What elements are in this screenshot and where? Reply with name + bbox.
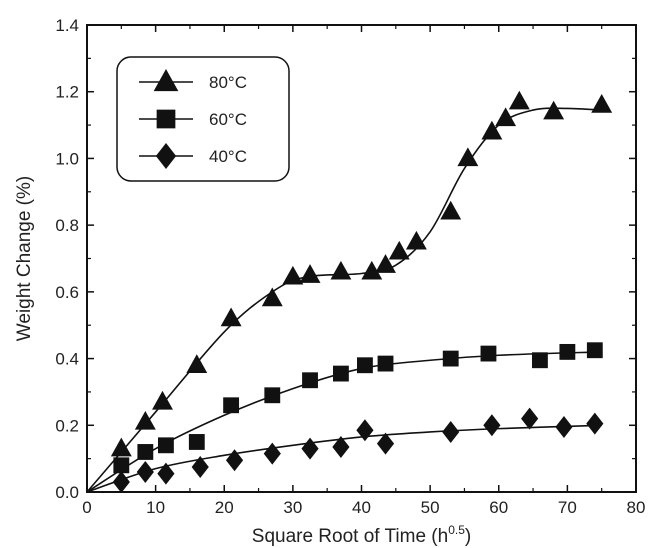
data-point-square <box>377 355 394 372</box>
data-point-triangle <box>282 265 304 285</box>
data-point-diamond <box>483 414 501 437</box>
x-axis-title-text: Square Root of Time (h <box>252 526 448 547</box>
data-point-diamond <box>157 462 175 485</box>
y-tick-label: 0.8 <box>55 216 79 235</box>
x-axis-title-superscript: 0.5 <box>448 523 465 537</box>
data-point-square <box>188 434 205 450</box>
data-point-square <box>137 444 154 460</box>
data-point-square <box>223 397 240 414</box>
data-point-square <box>480 345 497 362</box>
data-point-square <box>302 372 318 389</box>
x-axis-title-end: ) <box>465 526 471 547</box>
y-tick-label: 0.4 <box>55 350 79 369</box>
data-point-triangle <box>405 230 427 250</box>
legend: 80°C 60°C 40°C <box>116 56 290 182</box>
data-point-square <box>559 343 576 360</box>
data-point-diamond <box>376 432 395 455</box>
x-tick-label: 60 <box>489 498 508 517</box>
legend-marker-diamond <box>155 143 177 169</box>
data-point-triangle <box>299 264 321 283</box>
y-tick-label: 0.6 <box>55 283 79 302</box>
legend-marker-square <box>156 109 176 129</box>
data-point-diamond <box>442 420 460 443</box>
data-point-triangle <box>440 200 462 220</box>
x-tick-label: 20 <box>215 498 234 517</box>
data-point-square <box>357 357 373 374</box>
data-point-triangle <box>591 94 613 113</box>
y-tick-label: 1.2 <box>55 83 79 102</box>
data-point-triangle <box>388 240 410 260</box>
x-tick-label: 40 <box>352 498 371 517</box>
y-tick-label: 1.0 <box>55 149 79 168</box>
data-point-triangle <box>481 120 503 140</box>
y-tick-label: 0.2 <box>55 416 79 435</box>
data-point-square <box>442 350 459 367</box>
x-axis-title: Square Root of Time (h0.5) <box>252 523 471 547</box>
x-tick-label: 0 <box>82 498 91 517</box>
x-tick-label: 50 <box>421 498 440 517</box>
data-point-diamond <box>521 407 539 430</box>
data-point-triangle <box>261 287 283 307</box>
data-point-diamond <box>136 460 154 483</box>
data-point-triangle <box>457 147 479 167</box>
axis-ticks: 0 10 20 30 40 50 60 70 80 0.0 0.2 0.4 0.6 0.8 1.0 1.2 1.… <box>55 16 645 517</box>
y-tick-label: 1.4 <box>55 16 79 35</box>
legend-label-diamond: 40°C <box>209 147 247 166</box>
data-point-diamond <box>356 419 374 442</box>
y-axis-title: Weight Change (%) <box>14 176 35 341</box>
y-tick-label: 0.0 <box>55 483 79 502</box>
data-point-square <box>332 365 349 382</box>
x-tick-label: 10 <box>146 498 165 517</box>
data-point-square <box>113 457 130 474</box>
data-point-diamond <box>586 412 604 435</box>
legend-label-square: 60°C <box>209 110 247 129</box>
data-point-diamond <box>332 435 350 458</box>
x-tick-label: 30 <box>283 498 302 517</box>
x-tick-label: 70 <box>558 498 577 517</box>
data-point-triangle <box>152 390 173 410</box>
data-point-diamond <box>263 442 281 465</box>
data-point-diamond <box>555 415 573 438</box>
legend-marker-triangle <box>153 69 179 92</box>
data-points <box>110 90 613 493</box>
data-point-triangle <box>186 354 208 373</box>
data-point-triangle <box>110 437 132 457</box>
data-point-square <box>157 437 174 454</box>
data-point-diamond <box>191 455 209 478</box>
data-point-square <box>586 342 603 359</box>
legend-label-triangle: 80°C <box>209 73 247 92</box>
data-point-diamond <box>225 449 244 472</box>
x-tick-label: 80 <box>627 498 646 517</box>
data-point-triangle <box>330 260 352 280</box>
data-point-triangle <box>495 107 517 127</box>
data-point-square <box>532 352 548 369</box>
data-point-diamond <box>301 437 319 460</box>
data-point-triangle <box>543 100 565 120</box>
data-point-diamond <box>112 470 130 493</box>
data-point-triangle <box>375 254 396 273</box>
data-point-triangle <box>134 410 156 430</box>
data-point-square <box>264 387 281 404</box>
data-point-triangle <box>361 260 383 280</box>
data-point-triangle <box>508 90 530 110</box>
data-point-triangle <box>220 307 242 327</box>
